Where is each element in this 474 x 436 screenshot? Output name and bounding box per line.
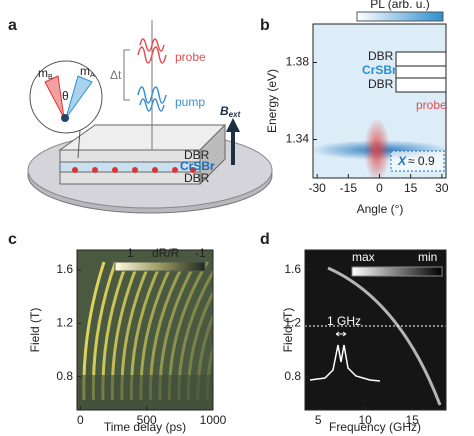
- colorbar-max: 1: [127, 246, 134, 260]
- inset-label: DBR: [368, 49, 394, 63]
- panel-label: d: [260, 231, 270, 248]
- annotation-box: [390, 150, 445, 172]
- inset-label: DBR: [368, 77, 394, 91]
- x-tick-label: -30: [308, 181, 326, 195]
- y-label: Field (T): [281, 308, 295, 353]
- inset-layer: [395, 77, 447, 93]
- stripe: [205, 342, 213, 401]
- y-tick-label: 1.38: [286, 55, 310, 69]
- pump-label: pump: [175, 95, 205, 109]
- panel-label: a: [8, 17, 17, 34]
- panel-a: a DBR CrSBr DBR mB mA θ probe pump Δt Be…: [8, 17, 273, 214]
- colorbar-min: min: [418, 250, 437, 264]
- colorbar: [351, 266, 443, 277]
- x-tick-label: 30: [435, 181, 449, 195]
- colorbar-max: max: [352, 250, 375, 264]
- field-arrowhead: [226, 118, 240, 132]
- probe-label: probe: [175, 50, 206, 64]
- panel-c: c 1 dR/R -1 Time delay (ps) Field (T): [8, 231, 214, 434]
- field-label: Bext: [220, 104, 241, 119]
- spins: [72, 167, 196, 173]
- x-tick-label: 15: [404, 181, 418, 195]
- inset-layer: [395, 51, 447, 67]
- y-tick-label: 0.8: [284, 369, 301, 383]
- panel-b: b PL (arb. u.) DBR CrSBr DBR probe X ≈ 0.…: [260, 0, 447, 216]
- x-label: Time delay (ps): [104, 420, 186, 434]
- probe-spot: [364, 118, 390, 178]
- y-tick-label: 0.8: [56, 369, 73, 383]
- x-label: Frequency (GHz): [329, 420, 421, 434]
- m-b: mB: [38, 66, 53, 81]
- inset-layer: [395, 65, 447, 79]
- panel-label: c: [8, 231, 17, 248]
- x-tick-label: -15: [340, 181, 358, 195]
- delay-bracket: [123, 49, 130, 101]
- y-tick-label: 1.6: [56, 262, 73, 276]
- delay-label: Δt: [110, 68, 122, 82]
- dbr-layer: [59, 171, 201, 185]
- spin: [61, 114, 69, 122]
- probe-label: probe: [416, 98, 447, 112]
- plot-frame: [304, 249, 447, 411]
- layer-label: CrSBr: [180, 159, 215, 173]
- m-b-symbol: m: [38, 66, 48, 80]
- x-tick-label: 1000: [200, 413, 227, 427]
- panel-label: b: [260, 17, 270, 34]
- layer-label: DBR: [184, 171, 210, 185]
- cone-b: [44, 75, 65, 119]
- spectrum: [309, 344, 381, 382]
- linewidth-label: 1 GHz: [327, 314, 361, 328]
- y-tick-label: 1.2: [284, 316, 301, 330]
- plot-bg: [305, 250, 446, 410]
- inset-label: CrSBr: [362, 63, 397, 77]
- y-tick-label: 1.6: [284, 262, 301, 276]
- dbr-top: [58, 124, 227, 151]
- cone-a: [65, 75, 93, 119]
- linewidth-arrow: [335, 331, 347, 337]
- annotation-text: ≈ 0.9: [408, 154, 435, 168]
- annotation: X ≈ 0.9: [397, 154, 435, 168]
- theta: θ: [62, 89, 69, 103]
- y-label: Energy (eV): [265, 69, 279, 133]
- x-tick-label: 0: [376, 181, 383, 195]
- crsbr-layer: [59, 161, 201, 173]
- x-label: Angle (°): [357, 202, 404, 216]
- colorbar-label: dR/R: [152, 246, 180, 260]
- m-b-sub: B: [48, 74, 53, 81]
- m-a-sub: A: [90, 72, 95, 79]
- m-a: mA: [80, 64, 95, 79]
- m-a-symbol: m: [80, 64, 90, 78]
- x-tick-label: 500: [137, 413, 157, 427]
- x-tick-label: 10: [358, 413, 372, 427]
- x-tick-label: 0: [77, 413, 84, 427]
- noise-region: [77, 375, 213, 410]
- colorbar-min: -1: [195, 246, 206, 260]
- probe-pulse: [137, 38, 167, 64]
- colorbar-label: PL (arb. u.): [370, 0, 430, 11]
- stack-side: [199, 123, 226, 186]
- colorbar: [356, 11, 444, 22]
- y-label: Field (T): [28, 308, 42, 353]
- x-tick-label: 5: [315, 413, 322, 427]
- y-tick-label: 1.34: [286, 132, 310, 146]
- colorbar: [114, 261, 206, 272]
- dbr-layer: [59, 149, 201, 163]
- annotation-symbol: X: [397, 154, 407, 168]
- y-tick-label: 1.2: [56, 316, 73, 330]
- pump-pulse: [137, 86, 167, 112]
- field-symbol: B: [220, 104, 229, 118]
- mode-curve: [327, 266, 442, 406]
- panel-d: d 1 GHz max min Frequency (GHz) Field (T…: [260, 231, 447, 434]
- plot-frame: [76, 249, 214, 411]
- layer-label: DBR: [184, 148, 210, 162]
- x-tick-label: 15: [405, 413, 419, 427]
- magnifier-line: [77, 129, 81, 159]
- field-sub: ext: [229, 110, 241, 119]
